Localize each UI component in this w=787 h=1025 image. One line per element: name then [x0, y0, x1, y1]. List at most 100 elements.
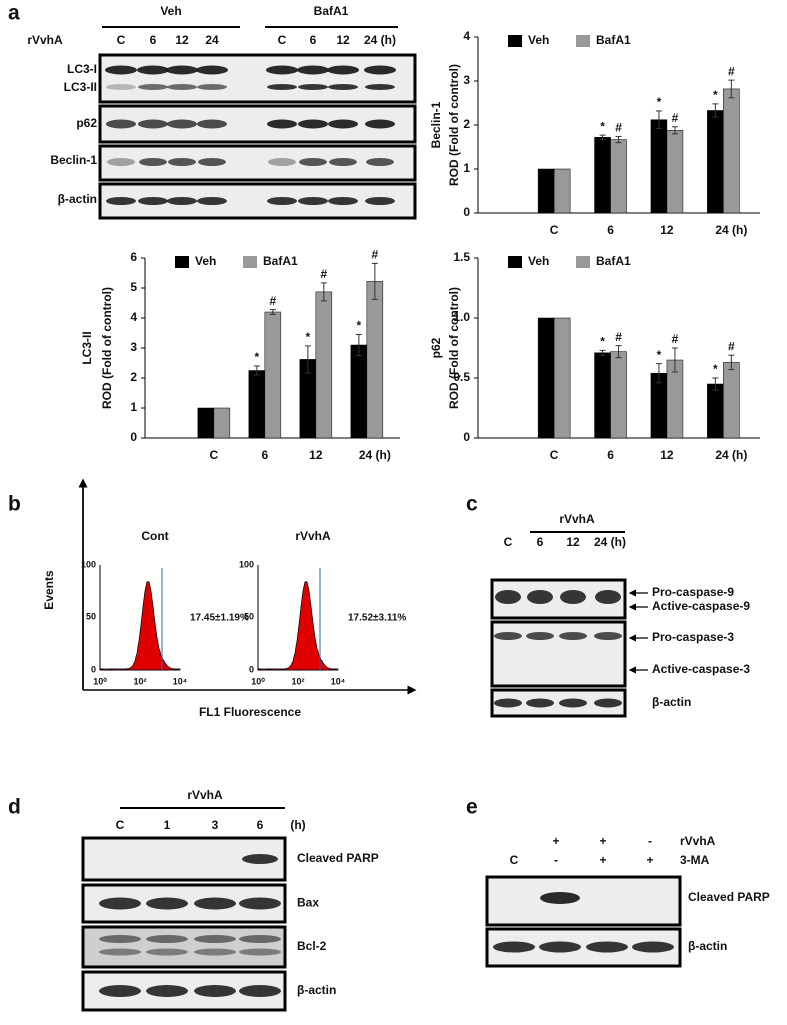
band — [267, 197, 297, 205]
band — [239, 897, 281, 910]
legend-label: BafA1 — [596, 33, 631, 47]
band — [365, 197, 395, 205]
band — [267, 84, 297, 90]
band — [194, 897, 236, 910]
y-tick-label: 1.0 — [453, 310, 470, 324]
y-axis-label: ROD (Fold of control) — [447, 64, 461, 186]
blot-box — [98, 53, 417, 104]
row-label: β-actin — [688, 939, 727, 953]
significance-marker: * — [255, 350, 260, 364]
band — [99, 897, 141, 910]
row-label: β-actin — [58, 192, 97, 206]
legend-label: Veh — [528, 33, 549, 47]
legend-swatch — [508, 256, 522, 268]
bar — [350, 344, 368, 439]
error-bar — [671, 347, 678, 373]
significance-marker: # — [672, 111, 679, 125]
group-label: Veh — [160, 4, 181, 18]
legend-swatch — [576, 256, 590, 268]
y-tick-label: 1 — [130, 400, 137, 414]
row-label: Active-caspase-9 — [652, 599, 750, 613]
legend-swatch — [175, 256, 189, 268]
band — [526, 698, 554, 708]
row-label: Bax — [297, 896, 319, 910]
row-label: β-actin — [652, 695, 691, 709]
significance-marker: * — [306, 330, 311, 344]
error-bar — [712, 377, 719, 391]
band — [540, 892, 580, 904]
error-bar — [304, 345, 311, 374]
y-axis-label: Events — [42, 570, 56, 610]
bar — [707, 110, 724, 214]
lane-label: C — [504, 535, 513, 549]
bar — [610, 351, 627, 439]
x-tick-label: 10⁴ — [331, 676, 345, 686]
treatment-label: rVvhA — [559, 512, 595, 526]
bar — [213, 407, 231, 439]
error-bar — [671, 126, 678, 135]
band — [328, 197, 358, 205]
band — [560, 590, 586, 604]
y-tick-label: 3 — [463, 73, 470, 87]
bar — [666, 130, 684, 214]
band — [167, 84, 197, 90]
error-bar — [615, 135, 622, 144]
band — [167, 197, 197, 205]
band — [366, 158, 394, 166]
error-bar — [712, 103, 719, 118]
band — [327, 65, 359, 75]
x-tick-label: 6 — [607, 223, 614, 237]
band — [586, 941, 628, 953]
band — [364, 65, 396, 75]
legend-label: Veh — [195, 254, 216, 268]
bar — [723, 362, 740, 439]
row-label: p62 — [76, 116, 97, 130]
band — [106, 119, 136, 129]
significance-marker: # — [270, 294, 277, 308]
x-tick-label: 6 — [607, 448, 614, 462]
band — [139, 158, 167, 166]
legend-label: Veh — [528, 254, 549, 268]
band — [138, 197, 168, 205]
error-bar — [728, 354, 735, 371]
lane-label: 3 — [212, 818, 219, 832]
band — [329, 158, 357, 166]
band — [197, 84, 227, 90]
band — [168, 158, 196, 166]
x-tick-label: 10⁰ — [93, 676, 107, 686]
band — [146, 948, 188, 956]
band — [106, 197, 136, 205]
band — [138, 119, 168, 129]
lane-label: 6 — [257, 818, 264, 832]
band — [595, 590, 621, 604]
band — [146, 897, 188, 910]
x-tick-label: C — [210, 448, 219, 462]
sign: + — [599, 853, 606, 867]
band — [242, 854, 278, 864]
band — [527, 590, 553, 604]
band — [559, 698, 587, 708]
y-tick-label: 50 — [86, 611, 96, 621]
band — [298, 84, 328, 90]
bar — [264, 311, 282, 439]
bar — [366, 281, 384, 439]
band — [297, 65, 329, 75]
significance-marker: * — [713, 362, 718, 376]
band — [196, 65, 228, 75]
band — [107, 158, 135, 166]
band — [298, 197, 328, 205]
y-tick-label: 5 — [130, 280, 137, 294]
lane-label: 6 — [310, 33, 317, 47]
band — [495, 590, 521, 604]
bar — [315, 291, 333, 439]
y-axis-label: ROD (Fold of control) — [447, 287, 461, 409]
band — [137, 65, 169, 75]
legend-swatch — [243, 256, 257, 268]
band — [594, 698, 622, 708]
bar — [707, 383, 724, 439]
error-bar — [269, 309, 276, 315]
bar — [553, 317, 571, 439]
lane-label: C — [116, 818, 125, 832]
legend-label: BafA1 — [263, 254, 298, 268]
significance-marker: * — [600, 335, 605, 349]
